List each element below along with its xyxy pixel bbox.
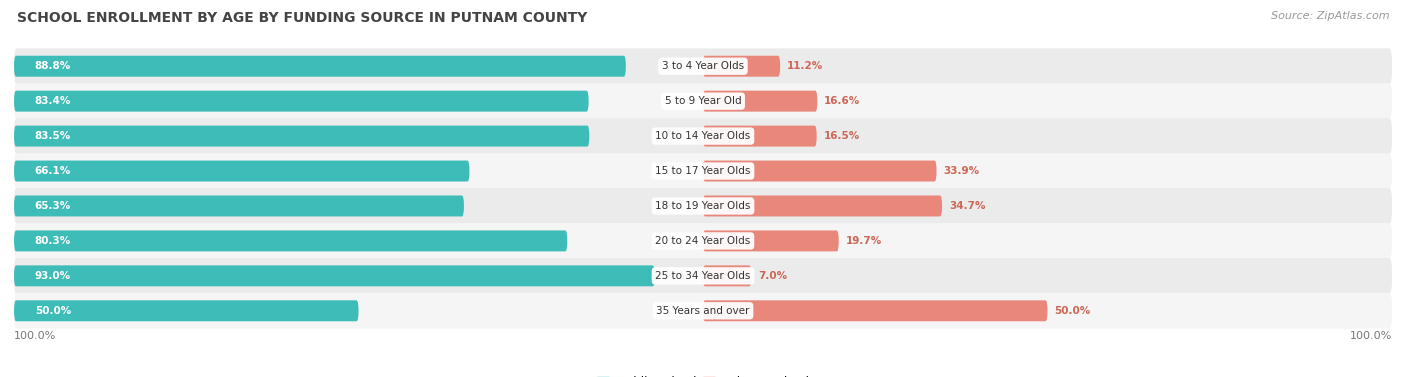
Text: 20 to 24 Year Olds: 20 to 24 Year Olds bbox=[655, 236, 751, 246]
FancyBboxPatch shape bbox=[14, 188, 1392, 224]
FancyBboxPatch shape bbox=[14, 196, 464, 216]
Text: Source: ZipAtlas.com: Source: ZipAtlas.com bbox=[1271, 11, 1389, 21]
Text: 5 to 9 Year Old: 5 to 9 Year Old bbox=[665, 96, 741, 106]
Text: 83.4%: 83.4% bbox=[35, 96, 72, 106]
Text: 25 to 34 Year Olds: 25 to 34 Year Olds bbox=[655, 271, 751, 281]
Text: 50.0%: 50.0% bbox=[35, 306, 70, 316]
Legend: Public School, Private School: Public School, Private School bbox=[598, 376, 808, 377]
FancyBboxPatch shape bbox=[14, 265, 655, 287]
Text: 7.0%: 7.0% bbox=[758, 271, 787, 281]
FancyBboxPatch shape bbox=[703, 196, 942, 216]
Text: 3 to 4 Year Olds: 3 to 4 Year Olds bbox=[662, 61, 744, 71]
FancyBboxPatch shape bbox=[14, 48, 1392, 84]
FancyBboxPatch shape bbox=[14, 293, 1392, 329]
Text: SCHOOL ENROLLMENT BY AGE BY FUNDING SOURCE IN PUTNAM COUNTY: SCHOOL ENROLLMENT BY AGE BY FUNDING SOUR… bbox=[17, 11, 588, 25]
Text: 10 to 14 Year Olds: 10 to 14 Year Olds bbox=[655, 131, 751, 141]
Text: 35 Years and over: 35 Years and over bbox=[657, 306, 749, 316]
Text: 18 to 19 Year Olds: 18 to 19 Year Olds bbox=[655, 201, 751, 211]
FancyBboxPatch shape bbox=[703, 300, 1047, 321]
Text: 15 to 17 Year Olds: 15 to 17 Year Olds bbox=[655, 166, 751, 176]
Text: 16.5%: 16.5% bbox=[824, 131, 860, 141]
FancyBboxPatch shape bbox=[14, 223, 1392, 259]
Text: 65.3%: 65.3% bbox=[35, 201, 70, 211]
Text: 93.0%: 93.0% bbox=[35, 271, 70, 281]
Text: 88.8%: 88.8% bbox=[35, 61, 70, 71]
Text: 34.7%: 34.7% bbox=[949, 201, 986, 211]
FancyBboxPatch shape bbox=[14, 153, 1392, 189]
Text: 100.0%: 100.0% bbox=[1350, 331, 1392, 341]
FancyBboxPatch shape bbox=[703, 161, 936, 181]
FancyBboxPatch shape bbox=[14, 230, 567, 251]
Text: 50.0%: 50.0% bbox=[1054, 306, 1091, 316]
Text: 16.6%: 16.6% bbox=[824, 96, 860, 106]
Text: 11.2%: 11.2% bbox=[787, 61, 824, 71]
FancyBboxPatch shape bbox=[703, 90, 817, 112]
FancyBboxPatch shape bbox=[14, 126, 589, 147]
FancyBboxPatch shape bbox=[703, 230, 839, 251]
Text: 19.7%: 19.7% bbox=[845, 236, 882, 246]
Text: 33.9%: 33.9% bbox=[943, 166, 980, 176]
FancyBboxPatch shape bbox=[14, 118, 1392, 154]
FancyBboxPatch shape bbox=[703, 265, 751, 287]
FancyBboxPatch shape bbox=[14, 83, 1392, 119]
Text: 80.3%: 80.3% bbox=[35, 236, 70, 246]
FancyBboxPatch shape bbox=[14, 300, 359, 321]
FancyBboxPatch shape bbox=[14, 56, 626, 77]
FancyBboxPatch shape bbox=[703, 56, 780, 77]
Text: 100.0%: 100.0% bbox=[14, 331, 56, 341]
FancyBboxPatch shape bbox=[14, 258, 1392, 294]
FancyBboxPatch shape bbox=[14, 90, 589, 112]
FancyBboxPatch shape bbox=[14, 161, 470, 181]
Text: 66.1%: 66.1% bbox=[35, 166, 70, 176]
FancyBboxPatch shape bbox=[703, 126, 817, 147]
Text: 83.5%: 83.5% bbox=[35, 131, 70, 141]
